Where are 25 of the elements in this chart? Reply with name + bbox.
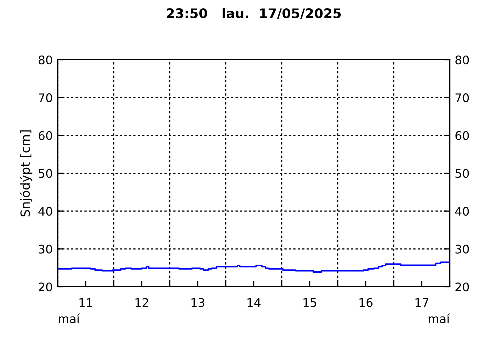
x-tick-label: 13 (192, 298, 205, 308)
x-tick-label: 14 (248, 298, 261, 308)
chart-title: 23:50 lau. 17/05/2025 (167, 8, 342, 20)
y2-tick-label: 40 (455, 207, 470, 216)
y2-tick-label: 60 (456, 131, 470, 140)
x-tick-label: 16 (360, 298, 373, 308)
y-axis-title: Snjódýpt [cm] (20, 130, 33, 217)
y-tick-label: 40 (38, 207, 52, 216)
y2-tick-label: 30 (456, 244, 470, 254)
x-tick-label: 17 (416, 298, 428, 308)
x-tick-label: 12 (136, 298, 148, 308)
x-tick-label: 15 (304, 298, 316, 308)
y-tick-label: 70 (39, 94, 52, 102)
text: maí (59, 314, 80, 324)
text: maí (429, 314, 450, 324)
y-tick-label: 60 (38, 131, 52, 140)
y-tick-label: 80 (38, 56, 52, 65)
x-tick-label: 11 (80, 298, 92, 308)
y-tick-label: 50 (39, 169, 52, 178)
y2-tick-label: 70 (456, 94, 470, 102)
y2-tick-label: 50 (456, 169, 470, 178)
y-tick-label: 30 (39, 244, 52, 254)
y-tick-label: 20 (38, 282, 52, 292)
y2-tick-label: 80 (456, 56, 470, 65)
y2-tick-label: 20 (456, 282, 470, 292)
